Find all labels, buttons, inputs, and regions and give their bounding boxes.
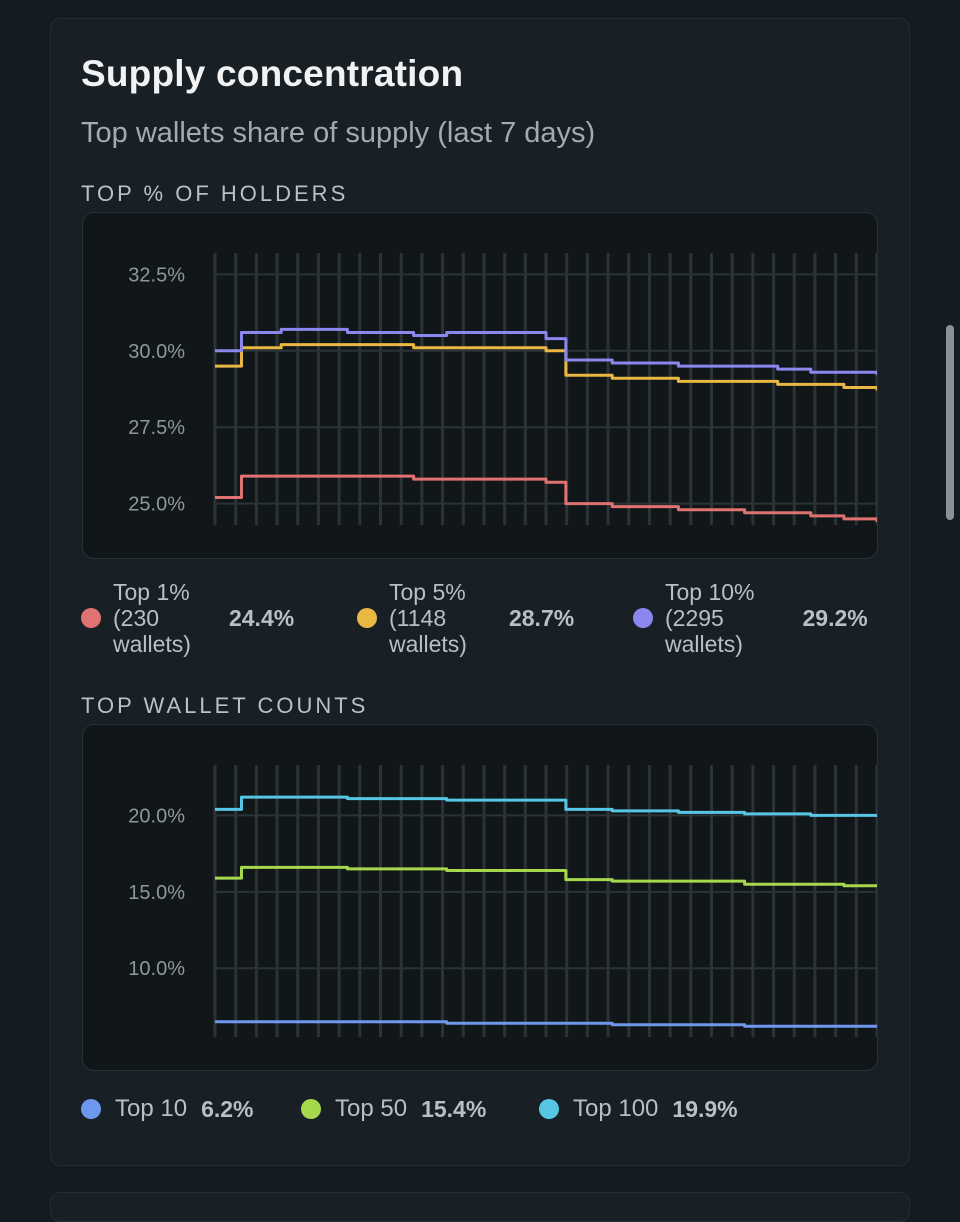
legend-name: Top 1% (230 wallets) [113,579,191,657]
y-tick-label: 20.0% [128,805,185,827]
supply-concentration-card: Supply concentration Top wallets share o… [50,18,910,1166]
series-line-top-100 [215,795,877,817]
legend-value: 6.2% [201,1095,254,1122]
card-title: Supply concentration [81,53,464,94]
holders-chart-svg: 32.5% 30.0% 27.5% 25.0% [128,253,877,525]
top-5pct-dot-icon [357,608,377,628]
legend-name: Top 10 [115,1095,188,1122]
wallet-counts-chart-svg: 20.0% 15.0% 10.0% [128,765,877,1037]
top-10pct-dot-icon [633,608,653,628]
y-tick-label: 10.0% [128,958,185,980]
series-line-top-10 [215,1020,877,1028]
counts-section-label: TOP WALLET COUNTS [81,693,369,718]
legend-item-top-1pct[interactable]: Top 1% (230 wallets) 24.4% [81,579,294,657]
legend-item-top-5pct[interactable]: Top 5% (1148 wallets) 28.7% [357,579,574,657]
holders-chart[interactable]: 32.5% 30.0% 27.5% 25.0% [82,212,878,559]
legend-value: 29.2% [802,604,868,631]
series-line-top-50 [215,865,877,888]
y-tick-label: 30.0% [128,341,185,363]
legend-value: 24.4% [228,604,295,631]
legend-value: 28.7% [508,604,575,631]
top-10-dot-icon [81,1099,101,1119]
series-line-top-1pct [215,474,877,522]
legend-name: Top 10% (2295 wallets) [665,579,755,657]
series-line-top-10pct [215,327,877,376]
legend-value: 19.9% [672,1095,738,1122]
legend-item-top-10pct[interactable]: Top 10% (2295 wallets) 29.2% [633,579,868,657]
legend-name: Top 5% (1148 wallets) [389,579,467,657]
series-line-top-5pct [215,343,877,391]
legend-value: 15.4% [421,1095,487,1122]
y-tick-label: 32.5% [128,264,185,286]
card-subtitle: Top wallets share of supply (last 7 days… [81,117,596,149]
next-card [50,1192,910,1222]
scrollbar[interactable] [946,325,954,520]
y-tick-label: 27.5% [128,417,185,439]
top-100-dot-icon [539,1099,559,1119]
legend-item-top-50[interactable]: Top 50 15.4% [301,1095,486,1123]
legend-name: Top 50 [335,1095,408,1122]
legend-name: Top 100 [573,1095,659,1122]
legend-item-top-10[interactable]: Top 10 6.2% [81,1095,254,1123]
wallet-counts-chart[interactable]: 20.0% 15.0% 10.0% [82,724,878,1071]
holders-section-label: TOP % OF HOLDERS [81,181,349,206]
top-50-dot-icon [301,1099,321,1119]
top-1pct-dot-icon [81,608,101,628]
legend-item-top-100[interactable]: Top 100 19.9% [539,1095,738,1123]
y-tick-label: 15.0% [128,882,185,904]
y-tick-label: 25.0% [128,494,185,516]
